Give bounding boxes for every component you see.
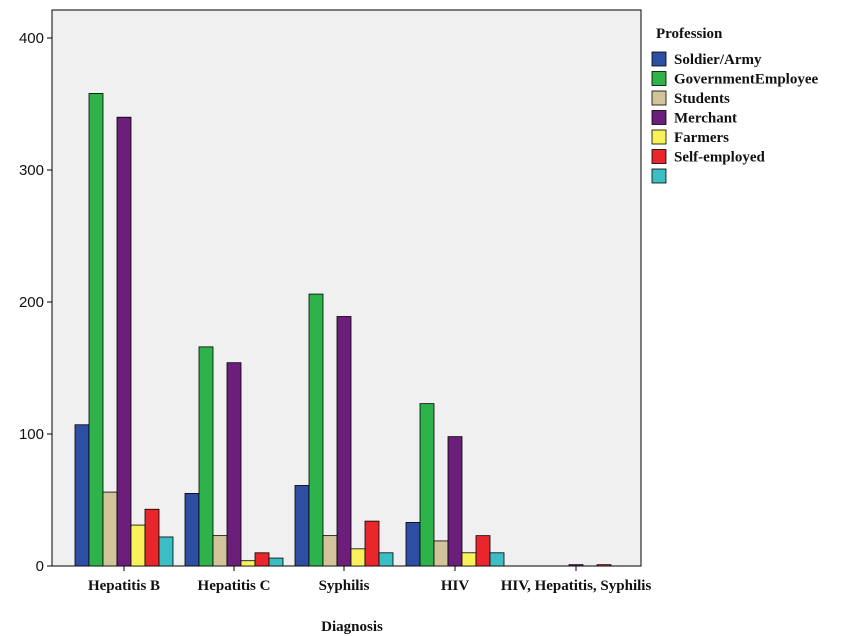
bar-series-2-cat-3 xyxy=(433,540,449,567)
y-tick-label: 400 xyxy=(19,30,44,47)
legend-label: Soldier/Army xyxy=(674,52,762,68)
legend-swatch xyxy=(651,129,667,145)
bar-series-3-cat-3 xyxy=(447,436,463,567)
bar-series-5-cat-0 xyxy=(144,508,160,567)
bar-series-2-cat-1 xyxy=(212,535,228,567)
x-category-label: HIV xyxy=(441,578,470,594)
bar-series-0-cat-3 xyxy=(405,522,421,567)
bar-series-0-cat-1 xyxy=(184,492,200,567)
legend-label: GovernmentEmployee xyxy=(674,72,818,88)
bar-series-4-cat-3 xyxy=(461,552,477,567)
y-axis: 0 100 200 300 400 xyxy=(19,30,52,575)
x-category-label: Syphilis xyxy=(319,578,370,594)
legend-swatch xyxy=(651,168,667,184)
legend-swatch xyxy=(651,51,667,67)
x-axis-title: Diagnosis xyxy=(321,619,383,635)
bar-series-6-cat-3 xyxy=(489,552,505,567)
bar-series-5-cat-3 xyxy=(475,535,491,567)
bar-series-5-cat-4 xyxy=(596,564,612,567)
y-tick-label: 0 xyxy=(36,558,44,575)
x-axis: Hepatitis B Hepatitis C Syphilis HIV HIV, He… xyxy=(88,566,652,594)
bar-series-0-cat-0 xyxy=(74,424,90,567)
bar-series-1-cat-0 xyxy=(88,93,104,567)
bar-series-1-cat-3 xyxy=(419,403,435,567)
bar-series-3-cat-2 xyxy=(336,316,352,567)
x-category-label: HIV, Hepatitis, Syphilis xyxy=(501,578,652,594)
bar-series-6-cat-0 xyxy=(158,536,174,567)
bar-series-3-cat-4 xyxy=(568,564,584,567)
bars-group xyxy=(74,93,612,567)
legend-swatch xyxy=(651,90,667,106)
bar-series-5-cat-2 xyxy=(364,520,380,567)
bar-series-5-cat-1 xyxy=(254,552,270,567)
legend-title: Profession xyxy=(656,26,723,42)
legend-items: Soldier/Army GovernmentEmployee Students Me… xyxy=(651,51,818,184)
y-tick-label: 200 xyxy=(19,294,44,311)
bar-series-1-cat-2 xyxy=(308,293,324,567)
bar-series-6-cat-2 xyxy=(378,552,394,567)
y-tick-label: 300 xyxy=(19,162,44,179)
bar-series-2-cat-0 xyxy=(102,491,118,567)
legend: Profession Soldier/Army GovernmentEmploye… xyxy=(651,26,818,184)
bar-series-4-cat-0 xyxy=(130,524,146,567)
legend-label: Students xyxy=(674,91,730,107)
bar-series-6-cat-1 xyxy=(268,557,284,567)
x-category-label: Hepatitis C xyxy=(198,578,271,594)
bar-series-2-cat-2 xyxy=(322,535,338,567)
legend-label: Merchant xyxy=(674,111,737,127)
bar-series-3-cat-0 xyxy=(116,116,132,567)
bar-series-4-cat-2 xyxy=(350,548,366,567)
bar-series-1-cat-1 xyxy=(198,346,214,567)
legend-swatch xyxy=(651,149,667,164)
y-tick-label: 100 xyxy=(19,426,44,443)
legend-swatch xyxy=(651,71,667,86)
legend-label: Farmers xyxy=(674,130,729,146)
bar-series-3-cat-1 xyxy=(226,362,242,567)
x-category-label: Hepatitis B xyxy=(88,578,160,594)
bar-series-0-cat-2 xyxy=(294,485,310,567)
legend-swatch xyxy=(651,110,667,125)
legend-label: Self-employed xyxy=(674,150,765,166)
bar-series-4-cat-1 xyxy=(240,560,256,567)
